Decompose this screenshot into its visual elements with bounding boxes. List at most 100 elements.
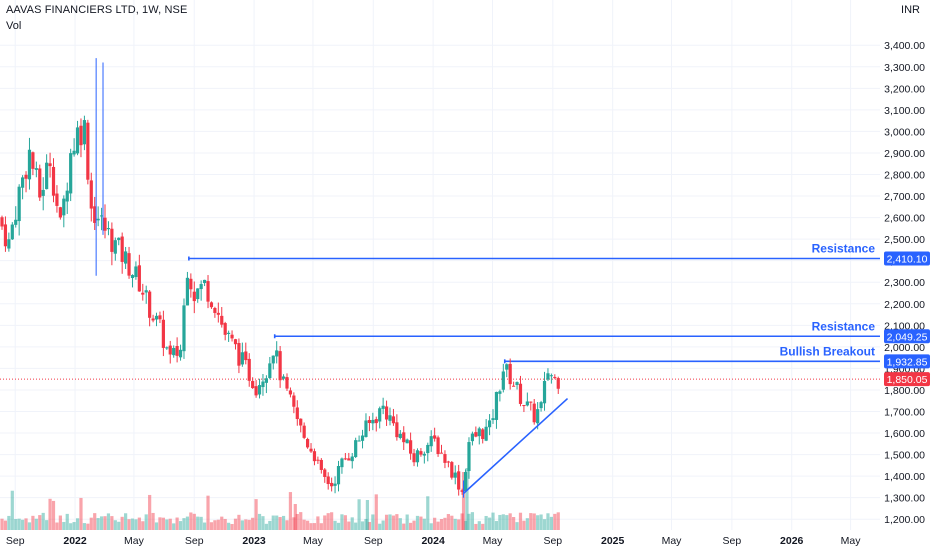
- volume-bar: [319, 523, 323, 530]
- volume-bar: [0, 518, 4, 530]
- support-trendline: [463, 397, 569, 494]
- time-axis[interactable]: Sep 2022 May Sep 2023 May Sep 2024 May Sep 2025 May…: [6, 535, 861, 547]
- volume-bar: [251, 517, 255, 530]
- candle-body: [536, 409, 540, 424]
- candle-body: [384, 406, 389, 420]
- candle-body: [82, 120, 87, 145]
- candle-body: [388, 415, 392, 421]
- volume-bar: [347, 521, 351, 530]
- candle-body: [391, 416, 396, 424]
- symbol-title[interactable]: AAVAS FINANCIERS LTD, 1W, NSE: [6, 4, 188, 16]
- volume-bar: [398, 518, 402, 530]
- volume-bar: [433, 517, 437, 530]
- candle-body: [182, 305, 186, 352]
- candle-body: [419, 451, 423, 455]
- volume-bar: [202, 522, 207, 530]
- candle-body: [79, 125, 83, 146]
- volume-bar: [240, 520, 244, 530]
- candle-body: [137, 265, 141, 292]
- candle-body: [206, 281, 210, 302]
- volume-bar: [220, 516, 224, 530]
- candle-body: [117, 237, 121, 241]
- volume-bar: [185, 516, 190, 530]
- candle-body: [209, 302, 214, 308]
- candle-body: [275, 350, 279, 357]
- candle-body: [96, 218, 100, 221]
- candle-body: [45, 162, 49, 190]
- candle-body: [487, 420, 492, 428]
- volume-bar: [525, 518, 529, 530]
- candle-body: [264, 378, 268, 383]
- volume-bar: [470, 512, 475, 530]
- candle-body: [223, 323, 227, 335]
- volume-bar: [192, 513, 196, 530]
- time-tick-label: May: [303, 535, 324, 547]
- candle-body: [24, 174, 28, 179]
- volume-bar: [367, 521, 372, 530]
- volume-bar: [415, 515, 420, 530]
- volume-bar: [110, 516, 114, 530]
- candle-body: [134, 266, 138, 278]
- candle-body: [199, 284, 203, 290]
- currency-label[interactable]: INR: [901, 4, 920, 16]
- price-tag: [884, 251, 930, 266]
- volume-bar: [21, 519, 25, 530]
- candle-body: [402, 432, 406, 443]
- volume-bar: [41, 512, 45, 530]
- volume-bar: [539, 514, 543, 530]
- candle-body: [360, 435, 365, 441]
- candle-body: [175, 345, 179, 356]
- candle-body: [261, 381, 265, 388]
- candle-body: [299, 418, 303, 426]
- volume-legend[interactable]: Vol: [6, 20, 22, 32]
- volume-bar: [450, 515, 454, 530]
- volume-bar: [285, 520, 289, 530]
- price-axis[interactable]: 1,200.00 1,300.00 1,400.00 1,500.00 1,600.00…: [884, 40, 925, 526]
- volume-bar: [209, 522, 214, 530]
- candle-body: [292, 395, 296, 407]
- volume-bar: [38, 515, 42, 530]
- candle-body: [148, 291, 152, 318]
- candle-body: [446, 461, 450, 463]
- candle-body: [113, 240, 117, 254]
- candle-body: [494, 391, 499, 420]
- volume-bar: [268, 520, 272, 530]
- grid: [0, 0, 880, 530]
- volume-bar: [196, 516, 200, 530]
- candle-body: [158, 315, 162, 320]
- candle-body: [89, 180, 93, 209]
- candle-body: [474, 432, 478, 437]
- volume-bar: [467, 513, 471, 530]
- candle-body: [31, 152, 35, 169]
- volume-bar: [460, 513, 464, 530]
- volume-bar: [512, 517, 516, 530]
- volume-bar: [65, 513, 69, 530]
- candle-body: [330, 482, 334, 487]
- candle-body: [86, 122, 90, 180]
- volume-bar: [31, 515, 35, 530]
- volume-bar: [305, 520, 310, 530]
- volume-bar: [199, 516, 203, 530]
- volume-bar: [316, 516, 320, 530]
- candle-body: [556, 378, 560, 389]
- volume-bar: [491, 512, 495, 530]
- volume-bar: [237, 514, 241, 530]
- candle-body: [319, 459, 323, 470]
- candle-body: [240, 352, 244, 365]
- candle-body: [518, 383, 523, 404]
- candle-body: [220, 315, 224, 325]
- candle-body: [295, 407, 299, 420]
- candle-body: [422, 453, 426, 456]
- volume-bar: [89, 517, 93, 530]
- price-tick-label: 1,300.00: [884, 493, 925, 505]
- candle-body: [357, 440, 361, 442]
- volume-bar: [457, 519, 461, 530]
- volume-bar: [96, 518, 100, 530]
- volume-bar: [336, 522, 341, 530]
- candle-body: [522, 405, 526, 407]
- volume-bar: [295, 513, 299, 530]
- volume-bar: [333, 520, 337, 530]
- volume-bar: [553, 513, 557, 530]
- time-tick-label: May: [662, 535, 683, 547]
